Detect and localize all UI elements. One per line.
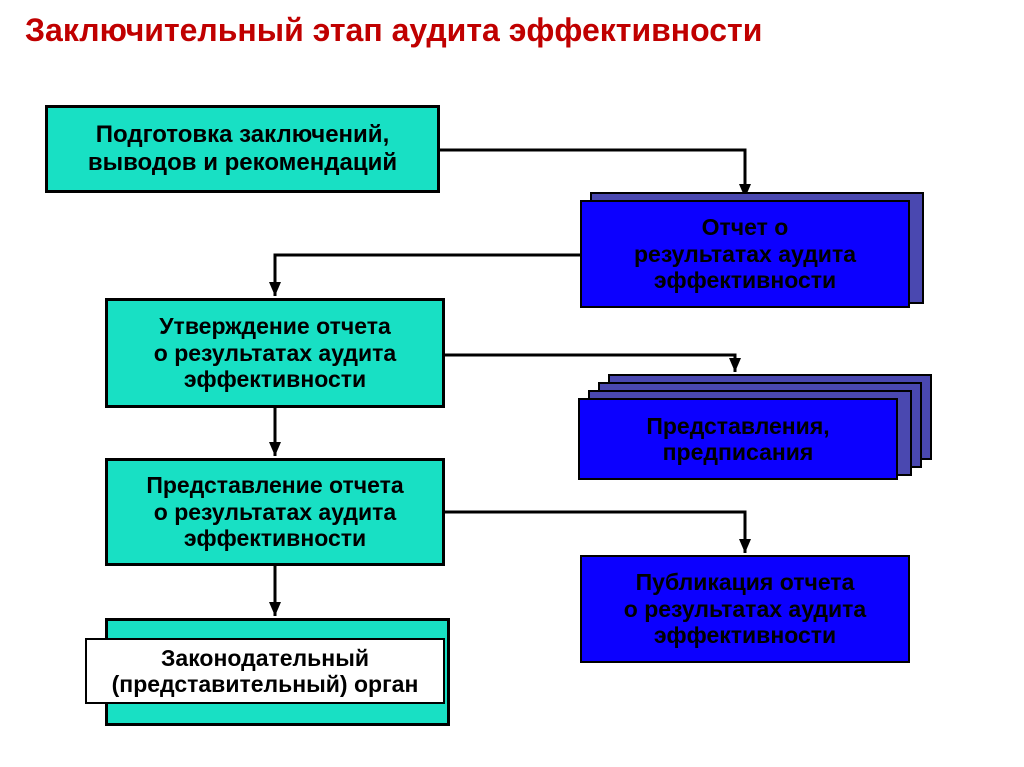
node-n1: Подготовка заключений, выводов и рекомен… [45,105,440,193]
node-n2: Утверждение отчета о результатах аудита … [105,298,445,408]
node-r2: Представления, предписания [578,398,898,480]
arrowhead-r1-to-n2 [269,282,281,296]
arrowhead-n3-to-n4 [269,602,281,616]
node-r3: Публикация отчета о результатах аудита э… [580,555,910,663]
arrow-r1-to-n2 [275,255,580,296]
arrow-n2-to-r2 [445,355,735,372]
node-n4_inner: Законодательный (представительный) орган [85,638,445,704]
page-title: Заключительный этап аудита эффективности [25,12,762,49]
arrow-n1-to-r1 [440,150,745,198]
node-n3: Представление отчета о результатах аудит… [105,458,445,566]
arrow-n3-to-r3 [445,512,745,553]
node-r1: Отчет о результатах аудита эффективности [580,200,910,308]
diagram-canvas: Заключительный этап аудита эффективности… [0,0,1024,767]
arrowhead-n3-to-r3 [739,539,751,553]
arrowhead-n2-to-n3 [269,442,281,456]
arrowhead-n2-to-r2 [729,358,741,372]
